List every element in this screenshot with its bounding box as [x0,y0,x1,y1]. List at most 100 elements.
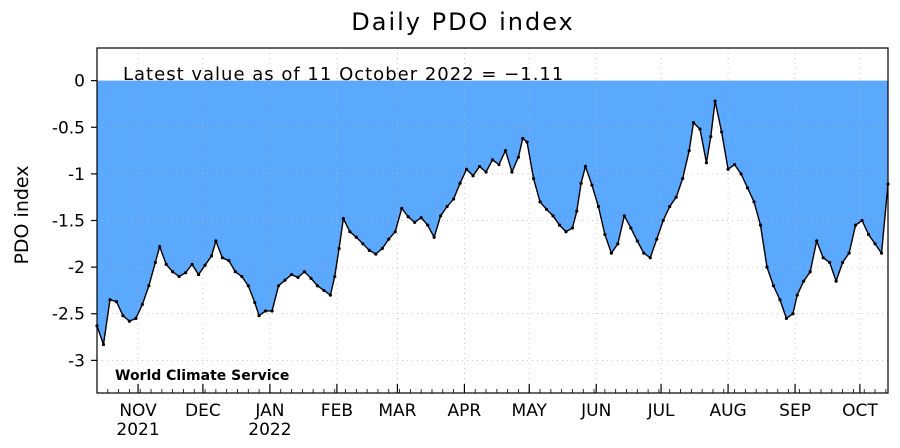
data-point [380,246,384,251]
data-point [227,258,231,263]
data-point [791,312,795,316]
data-point [361,242,365,246]
data-point [510,170,514,174]
data-point [257,314,261,318]
data-point [668,204,672,209]
data-point [283,278,287,282]
data-point [400,206,404,210]
data-point [879,251,884,255]
data-point [426,223,430,227]
data-point [246,284,250,288]
x-tick-label: NOV [119,401,157,421]
data-point [828,260,832,265]
data-point [253,300,257,305]
x-tick-label: MAY [512,401,548,421]
data-point [616,242,620,246]
data-point [432,235,436,239]
data-point [263,309,268,313]
data-point [477,164,482,169]
data-point [341,217,345,221]
x-tick-label: APR [448,401,482,421]
y-tick-label: -0.5 [52,118,85,138]
chart-title: Daily PDO index [351,8,575,36]
data-point [778,298,782,302]
pdo-series-line [96,101,889,345]
data-point [681,176,685,181]
data-point [140,302,144,307]
data-point [802,279,806,283]
y-tick-label: 0 [74,72,85,92]
x-tick-label: FEB [321,401,353,421]
data-point [603,232,607,237]
data-point [367,248,371,252]
data-point [333,274,337,279]
y-tick-label: -1 [68,165,85,185]
credit-label: World Climate Service [115,368,289,384]
data-point [579,181,583,185]
data-point [315,284,320,288]
data-point [704,161,709,165]
data-point [655,237,659,241]
data-point [114,300,119,304]
data-point [270,309,274,313]
data-point [289,272,294,277]
data-point [834,279,838,283]
data-point [419,216,423,220]
data-point [458,181,462,185]
data-point [387,237,391,241]
x-tick-label: SEP [779,401,811,421]
data-point [873,242,877,246]
data-point [635,239,639,243]
x-tick-label: OCT [842,401,878,421]
data-point [745,186,750,190]
y-tick-label: -2 [68,258,85,278]
data-point [583,164,588,169]
data-point [642,251,646,255]
data-point [687,148,691,153]
data-point [860,218,864,223]
data-point [101,342,106,347]
data-point [354,235,358,239]
data-point [570,226,575,230]
data-point [719,130,724,134]
x-tick-year-label: 2022 [248,420,291,440]
data-point [531,176,536,181]
data-point [296,275,300,279]
data-point [276,284,281,288]
x-tick-label: DEC [185,401,221,421]
data-point [439,214,443,218]
data-point [575,209,579,213]
data-point [739,172,743,176]
x-tick-label: JAN [254,401,284,421]
data-point [629,226,633,230]
data-point [503,148,508,153]
data-point [551,214,555,218]
data-point [322,288,326,293]
latest-value-annotation: Latest value as of 11 October 2022 = −1.… [123,64,564,85]
data-point [490,158,495,162]
data-point [393,230,397,234]
data-point [726,167,730,171]
data-point [177,274,181,279]
data-point [184,271,188,275]
data-point [158,245,162,249]
x-tick-year-label: 2021 [116,420,159,440]
data-point [171,270,175,274]
data-point [153,260,157,265]
data-point [147,284,151,288]
data-point [374,252,378,256]
data-point [328,293,333,297]
data-point [765,265,769,269]
data-point [471,174,475,178]
data-point [698,127,702,131]
data-point [516,155,521,159]
data-point [497,162,501,167]
data-point [214,239,218,243]
y-tick-label: -1.5 [52,212,85,232]
data-point [590,183,594,187]
data-point [413,220,417,224]
data-point [240,274,244,279]
data-point [709,134,713,139]
data-point [821,256,825,260]
